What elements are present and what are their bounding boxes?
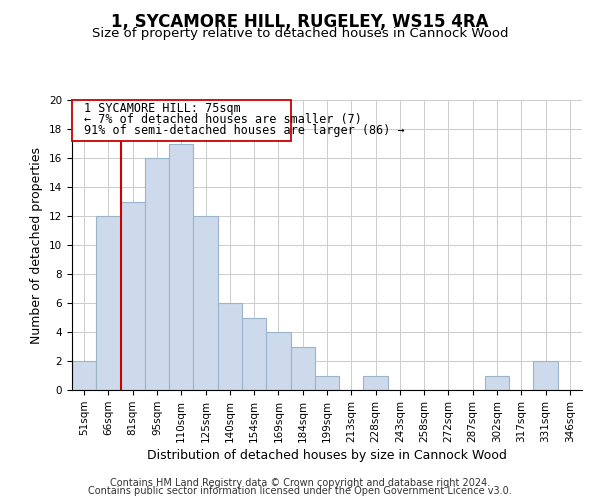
Text: 1, SYCAMORE HILL, RUGELEY, WS15 4RA: 1, SYCAMORE HILL, RUGELEY, WS15 4RA [111,12,489,30]
Bar [364,376,388,390]
Bar [315,376,339,390]
Bar [218,303,242,390]
Bar [533,361,558,390]
Bar [266,332,290,390]
Bar [72,361,96,390]
Bar [169,144,193,390]
Bar [96,216,121,390]
Bar [485,376,509,390]
Text: 91% of semi-detached houses are larger (86) →: 91% of semi-detached houses are larger (… [84,124,405,137]
Text: Contains HM Land Registry data © Crown copyright and database right 2024.: Contains HM Land Registry data © Crown c… [110,478,490,488]
Text: Contains public sector information licensed under the Open Government Licence v3: Contains public sector information licen… [88,486,512,496]
Y-axis label: Number of detached properties: Number of detached properties [31,146,43,344]
Bar [242,318,266,390]
Bar [193,216,218,390]
Text: ← 7% of detached houses are smaller (7): ← 7% of detached houses are smaller (7) [84,113,362,126]
X-axis label: Distribution of detached houses by size in Cannock Wood: Distribution of detached houses by size … [147,449,507,462]
Bar [145,158,169,390]
Text: Size of property relative to detached houses in Cannock Wood: Size of property relative to detached ho… [92,28,508,40]
Text: 1 SYCAMORE HILL: 75sqm: 1 SYCAMORE HILL: 75sqm [84,102,241,115]
FancyBboxPatch shape [72,100,290,140]
Bar [290,346,315,390]
Bar [121,202,145,390]
